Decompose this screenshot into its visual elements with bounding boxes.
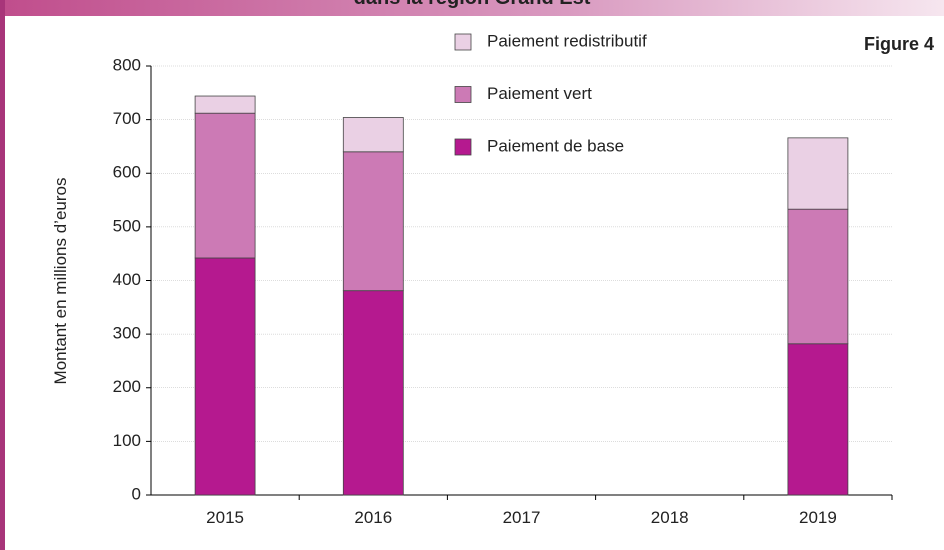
banner	[0, 0, 944, 16]
y-tick-label: 500	[113, 216, 141, 235]
bar-segment	[194, 95, 256, 114]
left-border	[0, 0, 5, 550]
bar-segment	[787, 343, 849, 496]
y-tick-label: 300	[113, 324, 141, 343]
x-tick-label: 2016	[354, 508, 392, 527]
x-tick-label: 2018	[651, 508, 689, 527]
y-tick-label: 800	[113, 55, 141, 74]
legend-swatch	[454, 138, 472, 156]
legend-label: Paiement vert	[487, 84, 592, 103]
x-tick-label: 2015	[206, 508, 244, 527]
bar-segment	[194, 112, 256, 259]
bar-segment	[194, 257, 256, 496]
y-tick-label: 600	[113, 163, 141, 182]
y-axis-label: Montant en millions d’euros	[51, 178, 70, 385]
legend-label: Paiement redistributif	[487, 31, 647, 50]
bar-segment	[342, 151, 404, 292]
y-tick-label: 0	[132, 484, 141, 503]
bar-segment	[787, 137, 849, 210]
y-tick-label: 700	[113, 109, 141, 128]
chart-title: dans la région Grand Est	[354, 0, 591, 9]
bar-segment	[342, 290, 404, 496]
legend-label: Paiement de base	[487, 136, 624, 155]
y-tick-label: 200	[113, 377, 141, 396]
x-tick-label: 2019	[799, 508, 837, 527]
bar-segment	[342, 117, 404, 153]
legend-swatch	[454, 33, 472, 51]
legend-swatch	[454, 86, 472, 103]
x-tick-label: 2017	[503, 508, 541, 527]
y-tick-label: 400	[113, 270, 141, 289]
figure-label: Figure 4	[864, 34, 934, 54]
bar-segment	[787, 208, 849, 345]
y-tick-label: 100	[113, 431, 141, 450]
